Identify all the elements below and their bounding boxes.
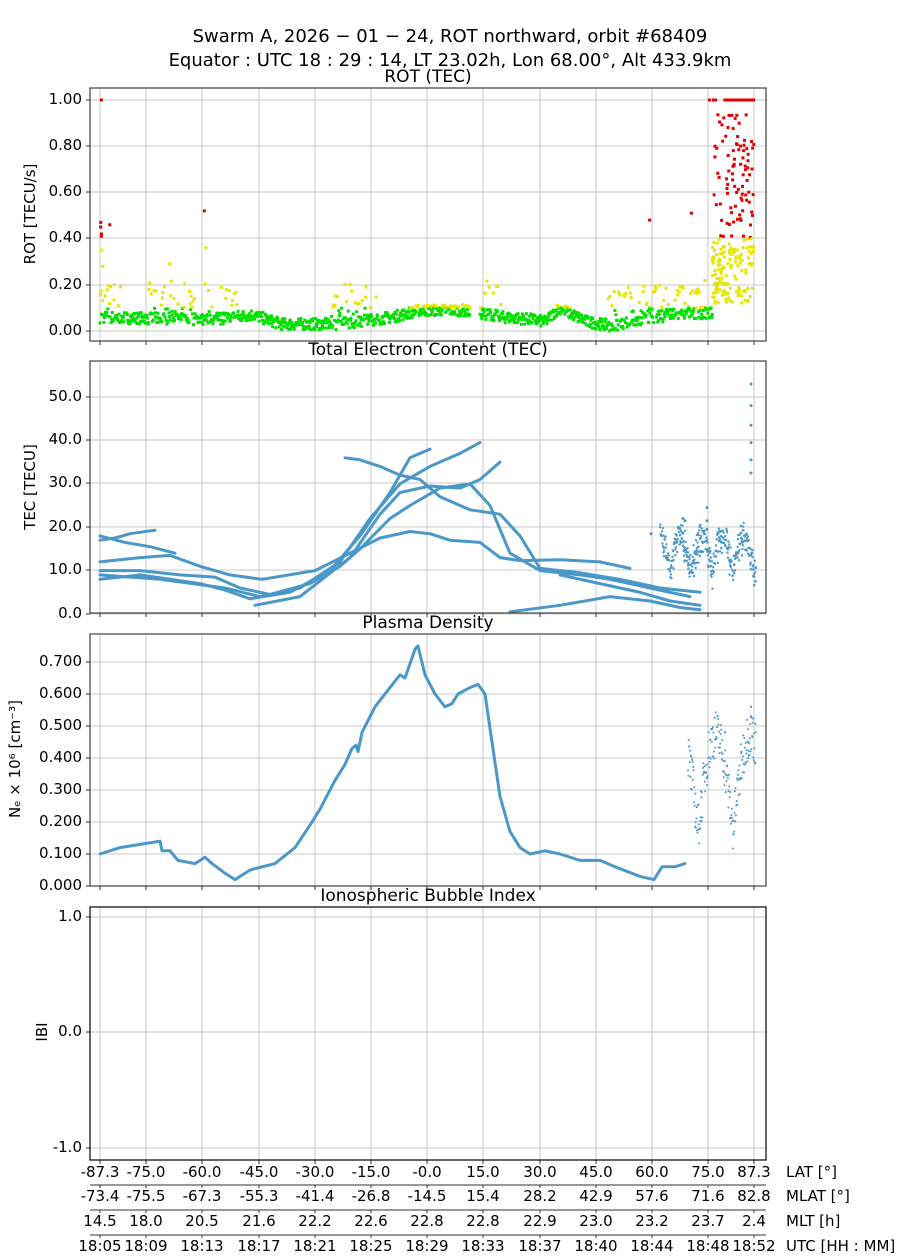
x-axis-unit-label: UTC [HH : MM] [786,1237,896,1255]
density-panel-title: Plasma Density [362,613,494,633]
y-tick-label: 0.700 [39,652,82,670]
y-tick-label: 0.0 [58,1022,82,1040]
x-tick-label: -75.0 [126,1163,166,1181]
y-tick-label: 30.0 [48,473,82,491]
x-tick-label: 18:29 [405,1237,449,1255]
x-tick-label: -67.3 [182,1187,222,1205]
x-tick-label: -0.0 [412,1163,442,1181]
x-tick-label: 57.6 [635,1187,669,1205]
y-tick-label: 40.0 [48,430,82,448]
x-tick-label: 42.9 [579,1187,613,1205]
x-tick-label: 71.6 [691,1187,725,1205]
x-tick-label: 18.0 [129,1212,163,1230]
y-tick-label: 0.00 [48,321,82,339]
x-tick-label: 60.0 [635,1163,669,1181]
y-tick-label: 50.0 [48,387,82,405]
y-tick-label: 0.0 [58,604,82,622]
y-tick-label: 0.400 [39,748,82,766]
y-tick-label: 0.40 [48,228,82,246]
y-tick-label: 0.100 [39,844,82,862]
x-tick-label: 21.6 [242,1212,276,1230]
x-axis-unit-label: LAT [°] [786,1163,837,1181]
y-tick-label: 0.300 [39,780,82,798]
x-tick-label: 18:33 [461,1237,505,1255]
x-tick-label: 18:37 [518,1237,562,1255]
y-tick-label: 0.000 [39,876,82,894]
x-tick-label: 82.8 [737,1187,771,1205]
x-tick-label: 22.6 [354,1212,388,1230]
x-tick-label: -60.0 [182,1163,222,1181]
chart-title-line1: Swarm A, 2026 − 01 − 24, ROT northward, … [192,26,708,47]
x-tick-label: 23.7 [691,1212,725,1230]
chart-title-line2: Equator : UTC 18 : 29 : 14, LT 23.02h, L… [168,50,732,71]
x-tick-label: 30.0 [523,1163,557,1181]
x-tick-label: 18:40 [574,1237,618,1255]
x-tick-label: 2.4 [742,1212,766,1230]
y-tick-label: -1.0 [52,1138,82,1156]
x-tick-label: 18:17 [237,1237,281,1255]
x-tick-label: 28.2 [523,1187,557,1205]
x-tick-label: 23.0 [579,1212,613,1230]
x-tick-label: 18:52 [732,1237,776,1255]
x-tick-label: 22.8 [410,1212,444,1230]
tec-panel-title: Total Electron Content (TEC) [308,340,548,360]
rot-panel-title: ROT (TEC) [384,67,472,87]
x-tick-label: -41.4 [295,1187,335,1205]
y-tick-label: 0.60 [48,182,82,200]
x-tick-label: -15.0 [351,1163,391,1181]
rot-ylabel: ROT [TECU/s] [21,163,39,265]
x-tick-label: 22.8 [466,1212,500,1230]
x-tick-label: 45.0 [579,1163,613,1181]
x-axis-unit-label: MLAT [°] [786,1187,850,1205]
x-tick-label: 14.5 [83,1212,117,1230]
x-tick-label: 15.0 [466,1163,500,1181]
y-tick-label: 10.0 [48,560,82,578]
x-tick-label: 18:48 [686,1237,730,1255]
x-tick-label: -73.4 [80,1187,120,1205]
x-tick-label: 18:44 [630,1237,674,1255]
x-tick-label: -45.0 [239,1163,279,1181]
x-tick-label: 15.4 [466,1187,500,1205]
x-tick-label: 22.9 [523,1212,557,1230]
x-tick-label: -14.5 [407,1187,447,1205]
x-tick-label: 18:21 [293,1237,337,1255]
x-tick-label: -75.5 [126,1187,166,1205]
ibi-panel-title: Ionospheric Bubble Index [320,886,536,906]
x-tick-label: 18:13 [180,1237,224,1255]
y-tick-label: 20.0 [48,517,82,535]
x-tick-label: 18:05 [78,1237,122,1255]
x-tick-label: 22.2 [298,1212,332,1230]
x-axis-unit-label: MLT [h] [786,1212,841,1230]
y-tick-label: 0.200 [39,812,82,830]
x-tick-label: -30.0 [295,1163,335,1181]
x-tick-label: 75.0 [691,1163,725,1181]
y-tick-label: 0.500 [39,716,82,734]
y-tick-label: 0.80 [48,136,82,154]
y-tick-label: 1.0 [58,907,82,925]
y-tick-label: 0.20 [48,275,82,293]
x-tick-label: 23.2 [635,1212,669,1230]
y-tick-label: 0.600 [39,684,82,702]
y-tick-label: 1.00 [48,90,82,108]
x-tick-label: 18:09 [124,1237,168,1255]
x-tick-label: -26.8 [351,1187,391,1205]
x-tick-label: 20.5 [185,1212,219,1230]
x-tick-label: 18:25 [349,1237,393,1255]
x-tick-label: 87.3 [737,1163,771,1181]
x-tick-label: -87.3 [80,1163,120,1181]
x-tick-label: -55.3 [239,1187,279,1205]
